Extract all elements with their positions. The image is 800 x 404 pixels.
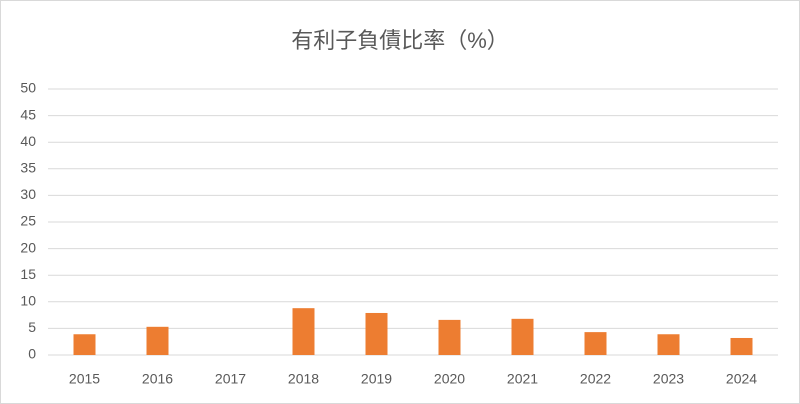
x-tick-label: 2022 [580,371,611,387]
y-tick-label: 35 [20,160,36,176]
bar [365,312,388,355]
chart-title: 有利子負債比率（%） [291,28,509,53]
x-tick-label: 2018 [288,371,319,387]
x-tick-label: 2016 [142,371,173,387]
y-tick-label: 5 [28,319,36,335]
y-tick-label: 45 [20,106,36,122]
x-tick-label: 2023 [653,371,684,387]
bar [292,308,315,355]
x-tick-label: 2017 [215,371,246,387]
y-tick-label: 15 [20,266,36,282]
y-tick-label: 40 [20,133,36,149]
bar [146,326,169,355]
x-tick-label: 2020 [434,371,465,387]
x-tick-label: 2015 [69,371,100,387]
x-tick-label: 2021 [507,371,538,387]
bar [584,332,607,355]
x-tick-label: 2024 [726,371,757,387]
bar [657,334,680,355]
y-tick-label: 30 [20,186,36,202]
bar [730,337,753,355]
y-tick-label: 50 [20,80,36,96]
bar [73,334,96,355]
y-tick-label: 20 [20,239,36,255]
y-tick-label: 0 [28,346,36,362]
y-tick-label: 10 [20,293,36,309]
bar [511,318,534,355]
x-tick-label: 2019 [361,371,392,387]
bar [438,319,461,355]
y-tick-label: 25 [20,213,36,229]
